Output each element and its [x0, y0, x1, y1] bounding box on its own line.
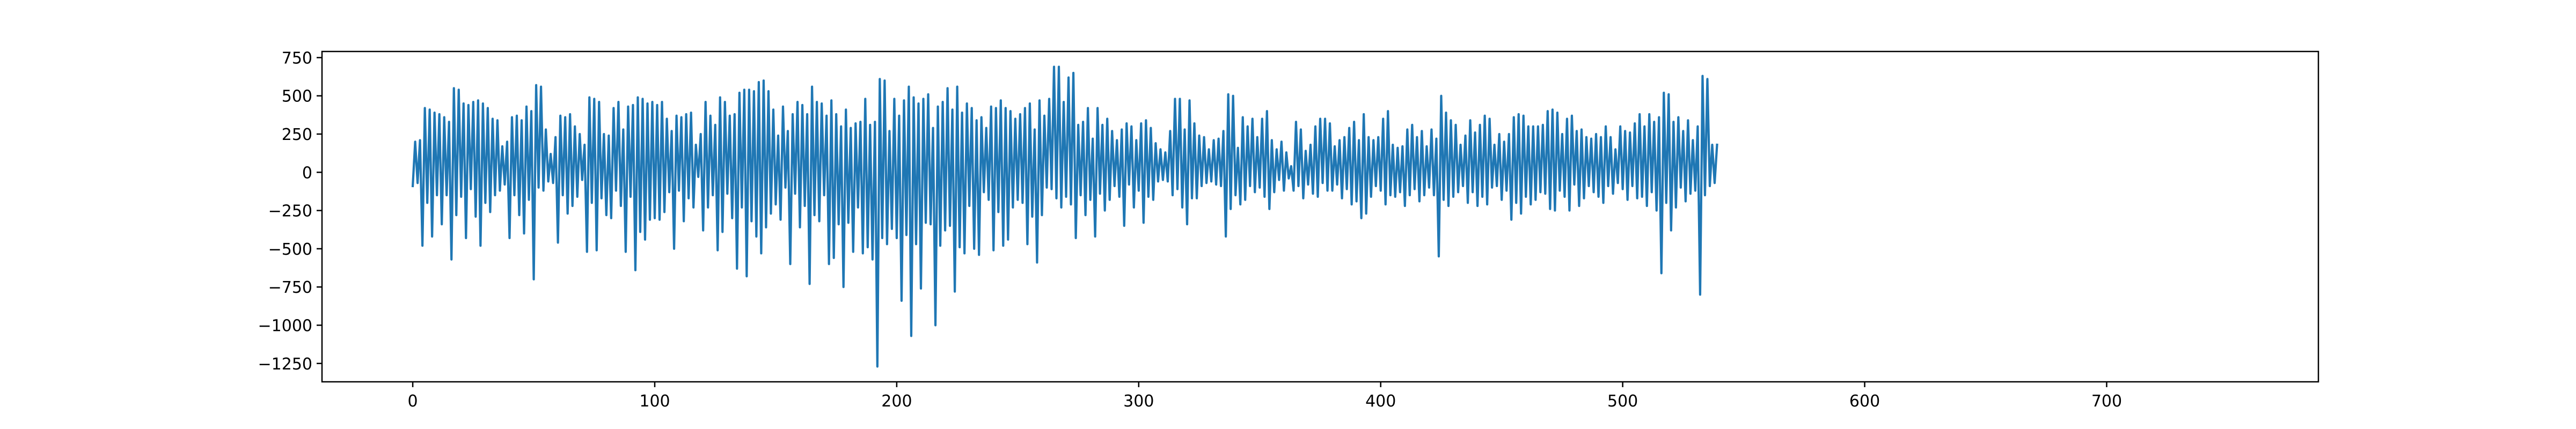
plot-area-frame [321, 50, 2319, 383]
y-tick-label: −1250 [258, 355, 312, 374]
x-tick-label: 700 [2091, 392, 2122, 411]
x-tick-label: 100 [639, 392, 670, 411]
x-tick-label: 0 [408, 392, 418, 411]
x-tick-label: 400 [1365, 392, 1396, 411]
y-tick-label: −500 [268, 240, 312, 259]
y-tick-label: −750 [268, 278, 312, 297]
y-tick-label: 750 [282, 49, 312, 68]
y-tick-label: 500 [282, 87, 312, 106]
series-line [411, 65, 1718, 368]
x-tick-label: 500 [1607, 392, 1638, 411]
y-tick-label: 0 [302, 164, 312, 182]
x-tick-label: 200 [881, 392, 912, 411]
x-axis: 0 100 200 300 400 500 600 700 [408, 382, 2122, 411]
x-tick-label: 300 [1123, 392, 1154, 411]
y-tick-label: 250 [282, 125, 312, 144]
y-axis: 750 500 250 0 −250 −500 −750 −1000 −1250 [258, 49, 322, 374]
y-tick-label: −1000 [258, 316, 312, 335]
plot-area-background [322, 51, 2318, 382]
y-tick-label: −250 [268, 202, 312, 221]
x-tick-label: 600 [1849, 392, 1880, 411]
